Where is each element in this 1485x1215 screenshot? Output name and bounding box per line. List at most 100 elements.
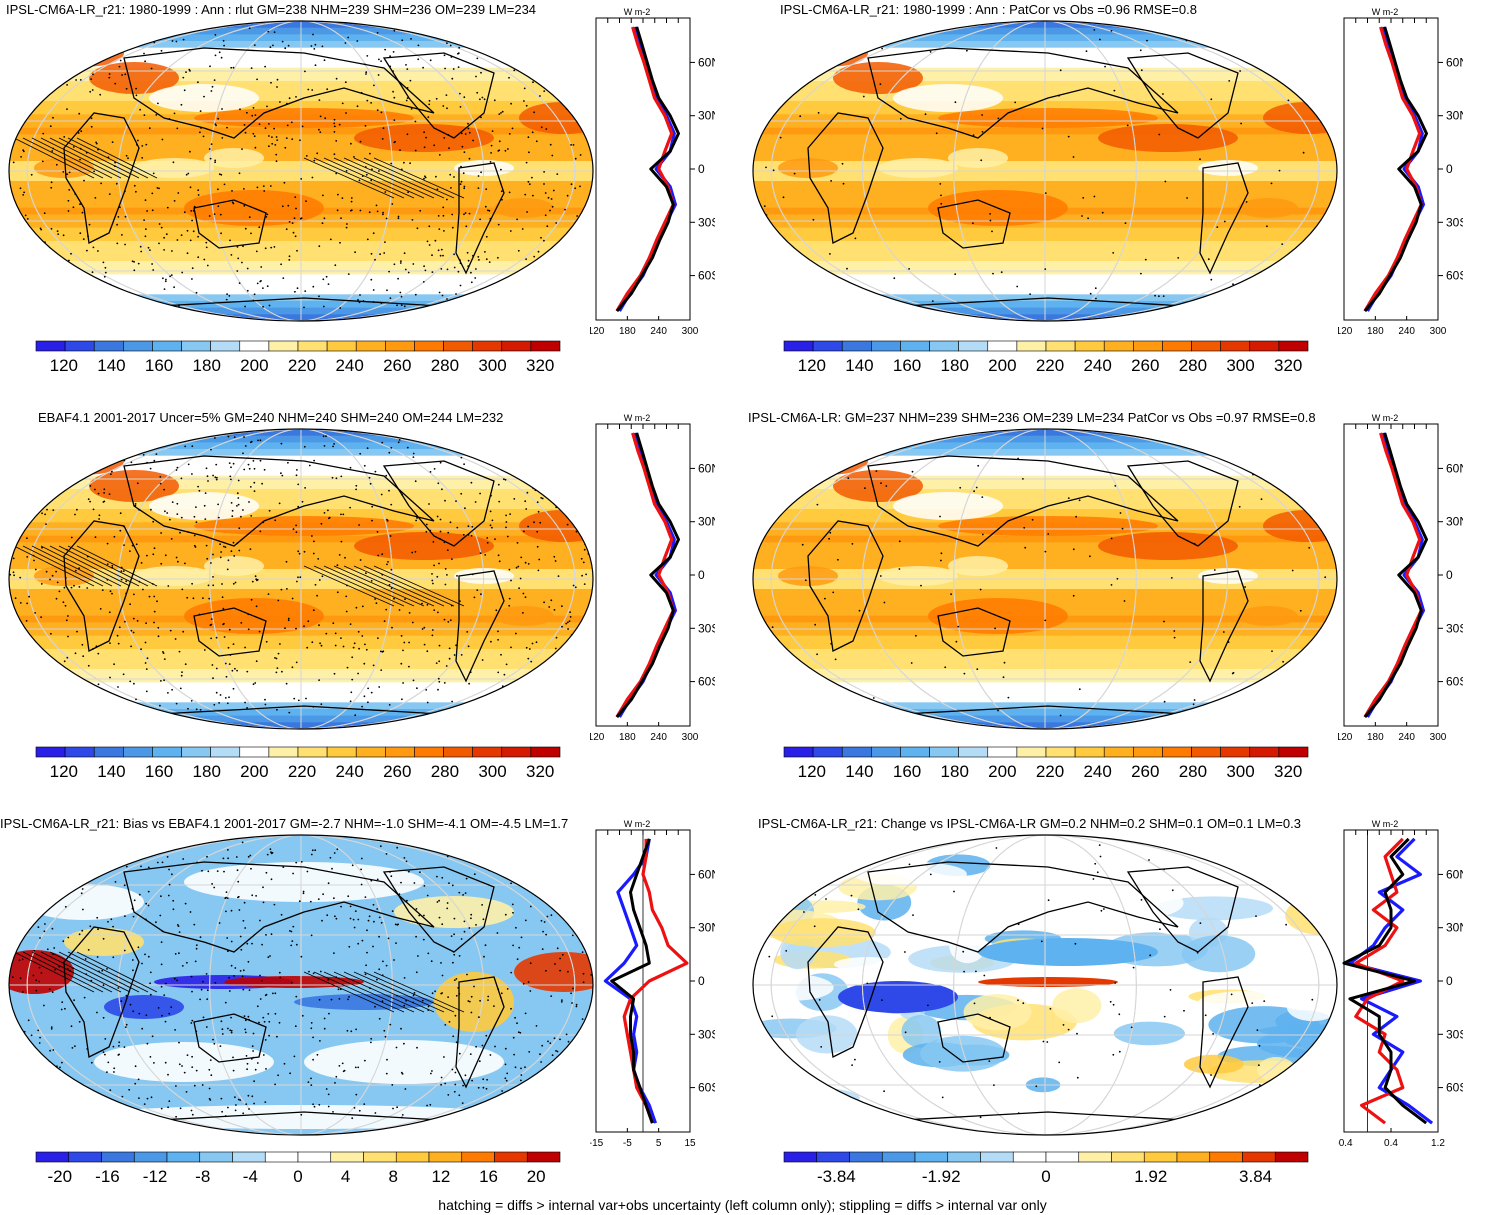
stipple-dot [442,27,445,30]
stipple-dot [201,869,203,872]
stipple-dot [587,303,590,305]
stipple-dot [47,1107,50,1110]
stipple-dot [1278,169,1281,172]
stipple-dot [561,625,563,628]
stipple-dot [1089,292,1092,295]
stipple-dot [497,671,500,674]
stipple-dot [384,1035,387,1038]
stipple-dot [341,1062,344,1065]
stipple-dot [333,952,335,954]
lat-tick-label: 30N [1446,515,1463,529]
stipple-dot [124,915,126,917]
stipple-dot [320,522,323,525]
stipple-dot [178,650,181,653]
stipple-dot [439,461,442,464]
stipple-dot [314,64,317,67]
profile-x-tick-label: 240 [1398,732,1415,743]
stipple-dot [300,1113,303,1116]
stipple-dot [405,999,407,1002]
stipple-dot [550,480,553,483]
colorbar-swatch [239,746,270,758]
stipple-dot [973,1002,976,1005]
stipple-dot [572,927,575,929]
stipple-dot [308,970,310,973]
stipple-dot [537,250,540,253]
stipple-dot [431,1070,433,1072]
field-anomaly [104,995,184,1019]
stipple-dot [1024,546,1027,549]
stipple-dot [231,190,233,192]
stipple-dot [51,927,54,930]
stipple-dot [408,665,410,668]
stipple-dot [160,226,163,229]
stipple-dot [446,907,449,910]
stipple-dot [240,622,243,624]
colorbar-tick-label: 0 [1041,1167,1050,1186]
stipple-dot [547,680,549,683]
stipple-dot [1126,124,1129,127]
stipple-dot [318,128,320,131]
stipple-dot [334,264,337,267]
stipple-dot [1089,555,1091,558]
stipple-dot [36,473,38,475]
stipple-dot [389,1023,392,1026]
stipple-dot [246,707,249,709]
stipple-dot [881,47,883,50]
stipple-dot [881,999,883,1001]
stipple-dot [57,258,60,261]
stipple-dot [319,970,322,973]
stipple-dot [90,1061,93,1064]
profile-x-tick-label: 240 [650,326,667,337]
stipple-dot [314,849,317,852]
stipple-dot [500,168,502,171]
stipple-dot [31,910,34,912]
stipple-dot [295,861,298,864]
stipple-dot [361,605,364,608]
stipple-dot [468,927,471,929]
stipple-dot [1164,180,1167,183]
stipple-dot [175,40,178,43]
stipple-dot [72,676,75,678]
stipple-dot [163,236,166,239]
stipple-dot [529,905,532,908]
stipple-dot [275,160,278,163]
stipple-dot [206,989,209,992]
stipple-dot [64,467,66,470]
stipple-dot [111,470,113,473]
stipple-dot [546,285,549,287]
stipple-dot [1014,101,1017,104]
stipple-dot [460,847,463,849]
stipple-dot [397,215,400,218]
stipple-dot [380,669,383,671]
stipple-dot [1258,1044,1261,1047]
stipple-dot [561,605,563,608]
stipple-dot [523,48,526,50]
stipple-dot [274,992,277,995]
stipple-dot [24,214,27,217]
stipple-dot [338,554,341,556]
stipple-dot [349,506,351,509]
stipple-dot [161,1014,163,1017]
stipple-dot [242,245,244,248]
colorbar: -20 -16 -12 -8 -4 0 4 8 12 16 20 [35,1151,561,1186]
stipple-dot [570,183,573,186]
stipple-dot [574,187,577,190]
stipple-dot [1169,989,1172,991]
colorbar-tick-label: -8 [195,1167,210,1186]
stipple-dot [459,1121,462,1123]
stipple-dot [210,1074,213,1077]
stipple-dot [545,933,547,936]
stipple-dot [1110,584,1113,586]
hatch-line [31,137,113,179]
stipple-dot [543,921,546,923]
longitude-gridline [26,835,576,1135]
stipple-dot [248,989,251,991]
stipple-dot [160,963,163,966]
colorbar-tick-label: 300 [1226,356,1254,375]
stipple-dot [221,137,224,139]
stipple-dot [50,1026,53,1028]
stipple-dot [35,475,38,477]
stipple-dot [271,142,274,145]
colorbar-swatch [1103,746,1134,758]
hatch-line [333,971,425,1013]
